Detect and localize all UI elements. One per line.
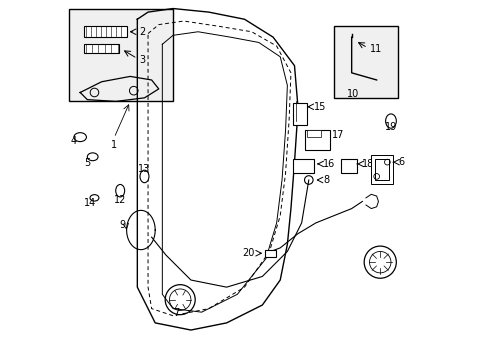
Bar (69, 9, 173, 102)
Text: 9: 9 (119, 220, 125, 230)
Text: 18: 18 (361, 159, 373, 169)
Text: 19: 19 (384, 122, 396, 132)
Text: 20: 20 (242, 248, 254, 258)
Text: 7: 7 (173, 308, 180, 318)
Bar (333, 26, 397, 98)
Bar (306, 130, 321, 137)
Text: 6: 6 (397, 157, 404, 167)
Bar (374, 158, 388, 180)
Text: 10: 10 (346, 89, 359, 99)
Bar (340, 159, 356, 173)
Text: 17: 17 (331, 130, 344, 140)
Bar (83, 44, 119, 53)
Ellipse shape (116, 184, 124, 197)
Text: 15: 15 (313, 102, 326, 112)
Bar (370, 155, 392, 184)
Ellipse shape (87, 153, 98, 161)
Bar (264, 249, 275, 257)
Text: 2: 2 (139, 27, 145, 37)
Text: 1: 1 (111, 140, 117, 150)
Ellipse shape (74, 133, 86, 141)
Bar (292, 158, 313, 173)
Text: 5: 5 (84, 158, 90, 168)
Ellipse shape (385, 114, 395, 128)
Text: 4: 4 (71, 136, 77, 147)
Ellipse shape (140, 170, 149, 183)
Bar (305, 130, 329, 150)
Ellipse shape (90, 195, 99, 201)
Text: 8: 8 (323, 175, 328, 185)
Text: 16: 16 (323, 159, 335, 169)
Text: 11: 11 (369, 44, 381, 54)
Text: 13: 13 (138, 164, 150, 174)
Bar (83, 26, 126, 37)
Bar (292, 103, 306, 125)
Text: 3: 3 (139, 55, 145, 64)
Text: 12: 12 (114, 195, 126, 204)
Text: 14: 14 (84, 198, 96, 207)
